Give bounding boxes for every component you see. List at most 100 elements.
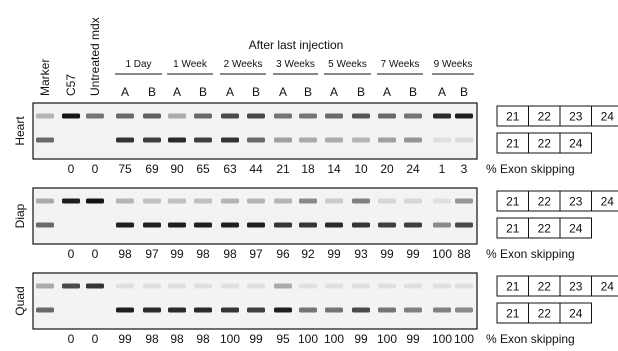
exon-skipping-value: 98 [196,247,210,261]
exon-skipping-label: % Exon skipping [486,332,575,346]
sub-label-b: B [199,85,207,99]
gel-band-lower [325,222,343,228]
gel-band-lower [404,307,422,313]
exon-skipping-value: 0 [92,332,99,346]
exon-skipping-value: 100 [377,332,397,346]
gel-band-lower [221,137,239,143]
sub-label-a: A [173,85,181,99]
timepoint-label: 2 Weeks [224,59,263,70]
exon-box-upper [591,275,618,297]
exon-skipping-value: 100 [454,332,474,346]
sub-label-a: A [438,85,446,99]
top-lane-labels: Marker C57 Untreated mdx [38,17,102,96]
exon-number: 23 [569,110,583,124]
gel-band-upper [168,283,186,289]
sub-label-a: A [226,85,234,99]
gel-band-upper [378,283,396,289]
gel-band-upper [299,198,317,204]
exon-number: 24 [569,307,583,321]
exon-skipping-value: 99 [327,247,341,261]
gel-band-upper [325,113,343,119]
exon-skipping-value: 99 [354,332,368,346]
exon-skipping-value: 24 [406,162,420,176]
exon-skipping-value: 98 [118,247,132,261]
gel-band-lower [352,307,370,313]
exon-skipping-value: 44 [249,162,263,176]
exon-number: 24 [569,222,583,236]
exon-skipping-value: 90 [170,162,184,176]
gel-band-upper [116,198,134,204]
gel-band-upper [143,113,161,119]
exon-number: 24 [601,110,615,124]
gel-band-upper [194,113,212,119]
exon-number: 24 [601,195,615,209]
gel-band-lower [433,137,451,143]
gel-band-lower [36,137,54,143]
gel-band-upper [299,113,317,119]
exon-number: 21 [506,195,520,209]
gel-band-lower [404,137,422,143]
exon-skipping-value: 93 [354,247,368,261]
exon-skipping-value: 1 [439,162,446,176]
gel-panel: Diap 0 0 98 97 99 98 98 97 96 92 99 93 99 99 100 88 % Exo… [13,187,618,261]
exon-number: 21 [506,137,520,151]
tissue-label: Diap [13,203,27,228]
exon-skipping-value: 99 [380,247,394,261]
gel-band-upper [221,198,239,204]
exon-number: 21 [506,110,520,124]
exon-skipping-value: 97 [249,247,263,261]
exon-skipping-value: 98 [170,332,184,346]
gel-band-lower [433,307,451,313]
gel-band-upper [36,113,54,119]
exon-number: 22 [538,307,552,321]
exon-number: 21 [506,280,520,294]
gel-band-lower [194,307,212,313]
exon-number: 23 [569,195,583,209]
gel-band-lower [143,137,161,143]
gel-band-upper [274,113,292,119]
gel-band-upper [455,283,473,289]
top-lane-label: C57 [64,74,78,96]
gel-band-lower [116,137,134,143]
exon-skipping-value: 100 [432,247,452,261]
exon-number: 24 [601,280,615,294]
gel-band-upper [168,113,186,119]
gel-band-upper [404,198,422,204]
gel-band-lower [274,137,292,143]
timepoint-label: 5 Weeks [328,59,367,70]
gel-band-upper [325,198,343,204]
gel-band-upper [194,198,212,204]
gel-band-lower [299,137,317,143]
exon-skipping-value: 0 [68,247,75,261]
exon-number: 22 [538,137,552,151]
gel-band-upper [247,113,265,119]
figure-title: After last injection [249,38,344,52]
exon-skipping-label: % Exon skipping [486,247,575,261]
exon-skipping-value: 75 [118,162,132,176]
gel-band-upper [299,283,317,289]
gel-band-lower [247,307,265,313]
gel-band-lower [433,222,451,228]
gel-band-lower [221,307,239,313]
gel-band-upper [325,283,343,289]
gel-band-upper [62,283,80,289]
gel-band-upper [86,198,104,204]
gel-band-lower [247,137,265,143]
gel-band-upper [194,283,212,289]
exon-skipping-value: 14 [327,162,341,176]
gel-band-upper [36,283,54,289]
exon-number: 22 [538,195,552,209]
exon-skipping-value: 100 [298,332,318,346]
gel-band-upper [274,283,292,289]
gel-band-upper [352,113,370,119]
gel-band-upper [143,198,161,204]
gel-band-upper [433,283,451,289]
exon-skipping-value: 18 [301,162,315,176]
exon-skipping-value: 99 [406,332,420,346]
gel-band-upper [352,198,370,204]
gel-band-upper [36,198,54,204]
gel-band-lower [455,307,473,313]
sub-label-a: A [330,85,338,99]
